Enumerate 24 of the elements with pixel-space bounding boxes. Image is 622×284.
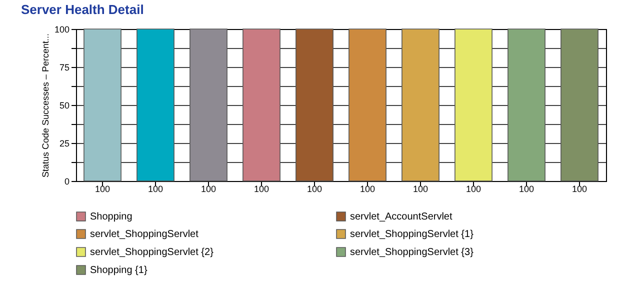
y-tick-label: 50: [59, 100, 70, 110]
y-tick-label: 100: [54, 24, 70, 34]
data-label: 100: [94, 184, 110, 194]
data-label: 100: [466, 184, 482, 194]
y-tick-label: 75: [59, 62, 70, 72]
legend-label: Shopping {1}: [90, 265, 148, 276]
data-label: 100: [200, 184, 216, 194]
chart-title: Server Health Detail: [20, 2, 144, 17]
data-label: 100: [254, 184, 270, 194]
data-label: 100: [412, 184, 428, 194]
data-label: 100: [572, 184, 588, 194]
y-tick-label: 25: [59, 138, 70, 148]
legend-label: servlet_ShoppingServlet {1}: [350, 229, 474, 240]
legend-label: servlet_AccountServlet: [350, 211, 452, 222]
data-label: 100: [306, 184, 322, 194]
legend-label: servlet_ShoppingServlet: [90, 229, 199, 240]
data-label: 100: [360, 184, 376, 194]
y-axis-title: Status Code Successes – Percent...: [40, 33, 50, 178]
legend-label: Shopping: [90, 211, 132, 222]
legend-label: servlet_ShoppingServlet {2}: [90, 247, 214, 258]
data-label: 100: [518, 184, 534, 194]
legend-label: servlet_ShoppingServlet {3}: [350, 247, 474, 258]
data-label: 100: [148, 184, 164, 194]
y-tick-label: 0: [64, 176, 70, 186]
